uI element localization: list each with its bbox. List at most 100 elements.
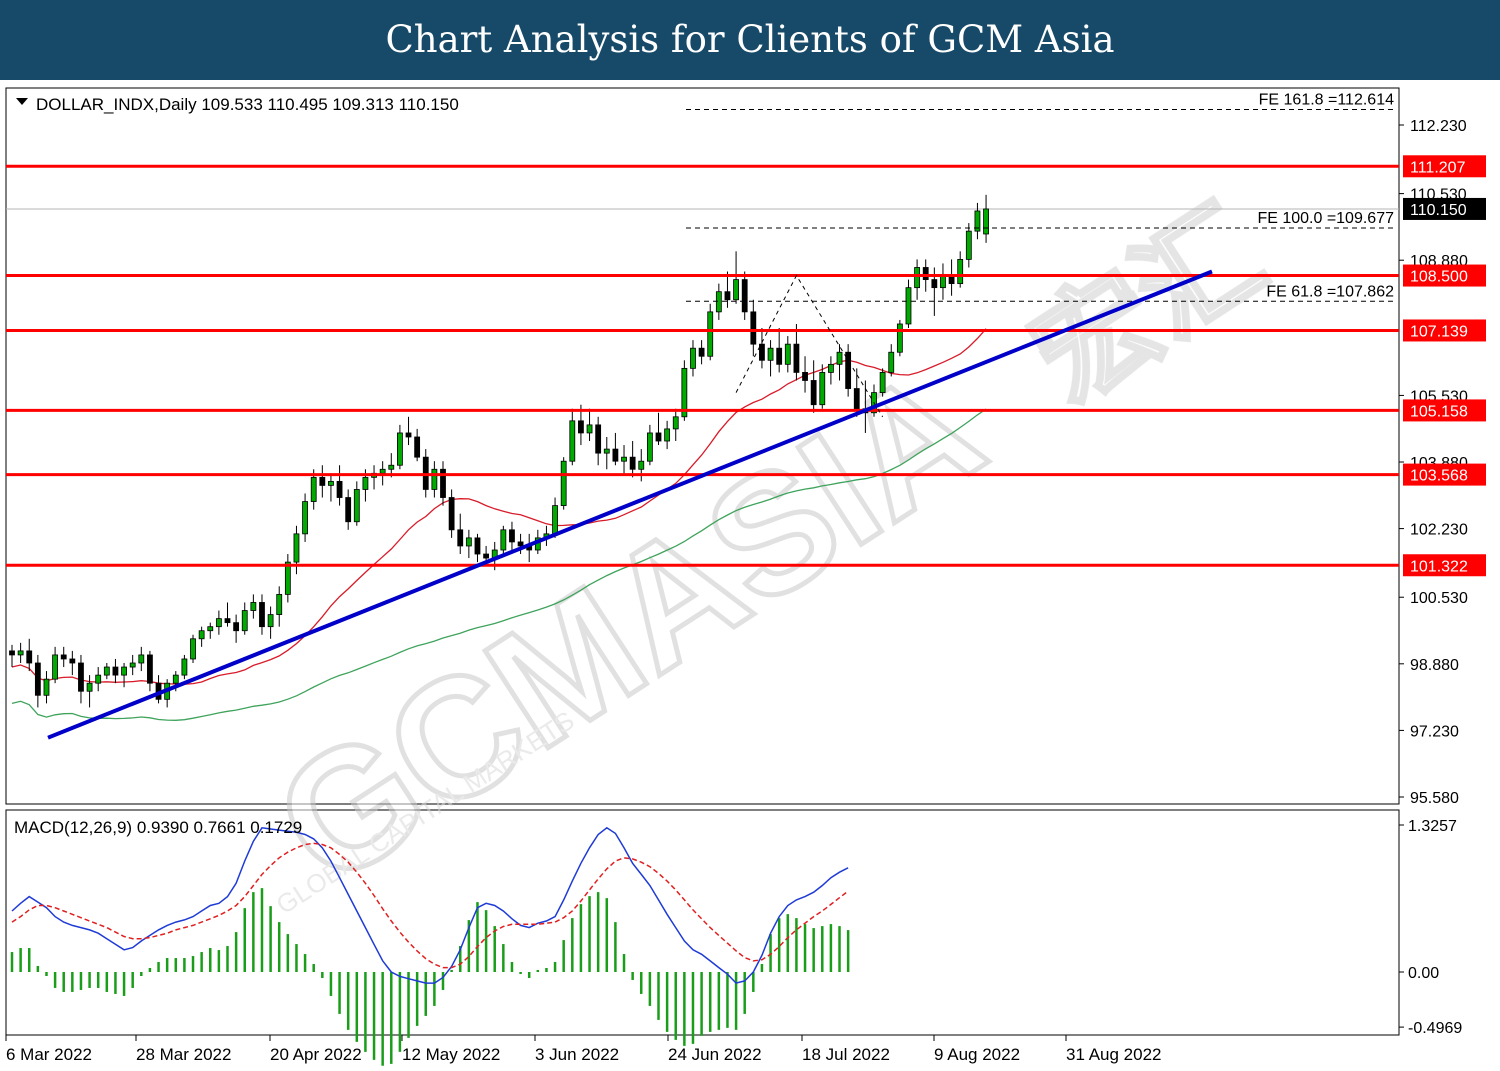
candle-body bbox=[655, 432, 662, 442]
candle-body bbox=[112, 666, 119, 676]
macd-tick-label: 1.3257 bbox=[1408, 818, 1457, 835]
candle-body bbox=[957, 258, 964, 285]
candle-body bbox=[845, 351, 852, 389]
candle-body bbox=[172, 674, 179, 684]
macd-signal-line bbox=[11, 842, 849, 969]
fib-label: FE 161.8 =112.614 bbox=[1259, 92, 1394, 109]
moving-averages bbox=[11, 328, 987, 721]
candle-body bbox=[276, 593, 283, 615]
candle-body bbox=[69, 658, 76, 664]
candle-body bbox=[578, 420, 584, 434]
macd-tick-label: 0.00 bbox=[1408, 965, 1439, 982]
candle-body bbox=[60, 654, 67, 660]
candle-body bbox=[431, 468, 438, 490]
candle-body bbox=[396, 432, 403, 466]
level-tag bbox=[1403, 554, 1486, 577]
candle-body bbox=[181, 658, 188, 676]
candle-body bbox=[983, 208, 989, 235]
candle-body bbox=[52, 654, 58, 680]
candle-body bbox=[78, 662, 84, 692]
x-tick-label: 24 Jun 2022 bbox=[668, 1045, 762, 1064]
candle-body bbox=[836, 351, 843, 365]
candle-body bbox=[767, 347, 774, 361]
candle-body bbox=[215, 618, 222, 628]
candle-body bbox=[207, 626, 214, 632]
x-tick-label: 3 Jun 2022 bbox=[535, 1045, 619, 1064]
candle-body bbox=[414, 436, 421, 458]
price-axis: 112.230110.530108.880105.530103.880102.2… bbox=[6, 118, 1468, 807]
support-resistance-levels: 111.207 108.500 107.139 105.158 103.568 101.3… bbox=[6, 155, 1486, 577]
candle-body bbox=[612, 448, 619, 462]
x-tick-label: 28 Mar 2022 bbox=[136, 1045, 231, 1064]
candle-body bbox=[388, 464, 395, 470]
candle-body bbox=[198, 630, 205, 640]
y-tick-label: 95.580 bbox=[1410, 790, 1459, 807]
level-tag bbox=[1403, 319, 1486, 342]
candle-body bbox=[224, 618, 231, 624]
candle-body bbox=[302, 501, 308, 535]
dropdown-arrow-icon[interactable] bbox=[16, 98, 28, 105]
candle-body bbox=[810, 380, 817, 406]
level-label: 101.322 bbox=[1410, 558, 1468, 575]
candle-body bbox=[233, 622, 240, 632]
candle-body bbox=[819, 372, 826, 406]
candle-body bbox=[310, 476, 317, 502]
candle-body bbox=[595, 424, 602, 454]
candle-body bbox=[293, 533, 300, 563]
candle-body bbox=[776, 347, 783, 365]
level-label: 108.500 bbox=[1410, 269, 1468, 286]
price-panel bbox=[5, 87, 1400, 805]
candle-body bbox=[379, 468, 386, 474]
title-banner bbox=[0, 0, 1500, 80]
candle-body bbox=[793, 343, 800, 373]
candle-body bbox=[707, 311, 714, 357]
x-tick-label: 9 Aug 2022 bbox=[934, 1045, 1020, 1064]
candle-body bbox=[483, 553, 490, 559]
candle-body bbox=[138, 654, 145, 664]
candle-body bbox=[914, 267, 920, 289]
candle-body bbox=[17, 650, 24, 656]
candle-body bbox=[500, 529, 507, 551]
level-tag bbox=[1403, 463, 1486, 486]
candle-body bbox=[784, 343, 791, 365]
candle-body bbox=[147, 654, 153, 684]
candle-body bbox=[328, 480, 334, 486]
candle-body bbox=[405, 432, 412, 438]
candle-body bbox=[552, 505, 558, 535]
macd-indicator: 1.3257 0.00 -0.4969 bbox=[10, 818, 1462, 1066]
candle-body bbox=[586, 424, 593, 434]
current-price-label: 110.150 bbox=[1410, 202, 1467, 219]
x-tick-label: 6 Mar 2022 bbox=[6, 1045, 92, 1064]
candle-body bbox=[190, 638, 196, 660]
candle-body bbox=[250, 602, 257, 611]
candle-body bbox=[43, 678, 50, 696]
macd-line bbox=[11, 826, 849, 984]
candle-body bbox=[121, 666, 127, 676]
y-tick-label: 112.230 bbox=[1410, 118, 1467, 135]
candle-body bbox=[690, 347, 696, 369]
candle-body bbox=[560, 460, 567, 506]
candle-body bbox=[828, 363, 834, 373]
fibonacci-levels: FE 161.8 =112.614 FE 100.0 =109.677 FE 61.… bbox=[686, 92, 1397, 418]
candle-body bbox=[362, 476, 369, 490]
x-tick-label: 18 Jul 2022 bbox=[802, 1045, 890, 1064]
candle-body bbox=[284, 561, 291, 595]
y-tick-label: 97.230 bbox=[1410, 723, 1459, 740]
fib-label: FE 100.0 =109.677 bbox=[1257, 210, 1394, 227]
candle-body bbox=[931, 279, 938, 289]
candle-body bbox=[353, 489, 360, 523]
banner-title: Chart Analysis for Clients of GCM Asia bbox=[385, 18, 1115, 61]
candle-body bbox=[733, 279, 739, 301]
candle-body bbox=[319, 476, 326, 486]
ma-slow-line bbox=[11, 408, 987, 721]
candle-body bbox=[86, 682, 93, 692]
candle-body bbox=[853, 388, 860, 410]
candle-body bbox=[26, 650, 33, 664]
level-tag bbox=[1403, 155, 1486, 178]
current-price-tag bbox=[1403, 197, 1486, 220]
candle-body bbox=[629, 456, 636, 470]
candle-body bbox=[509, 529, 515, 543]
level-tag bbox=[1403, 399, 1486, 422]
candle-body bbox=[724, 291, 731, 301]
